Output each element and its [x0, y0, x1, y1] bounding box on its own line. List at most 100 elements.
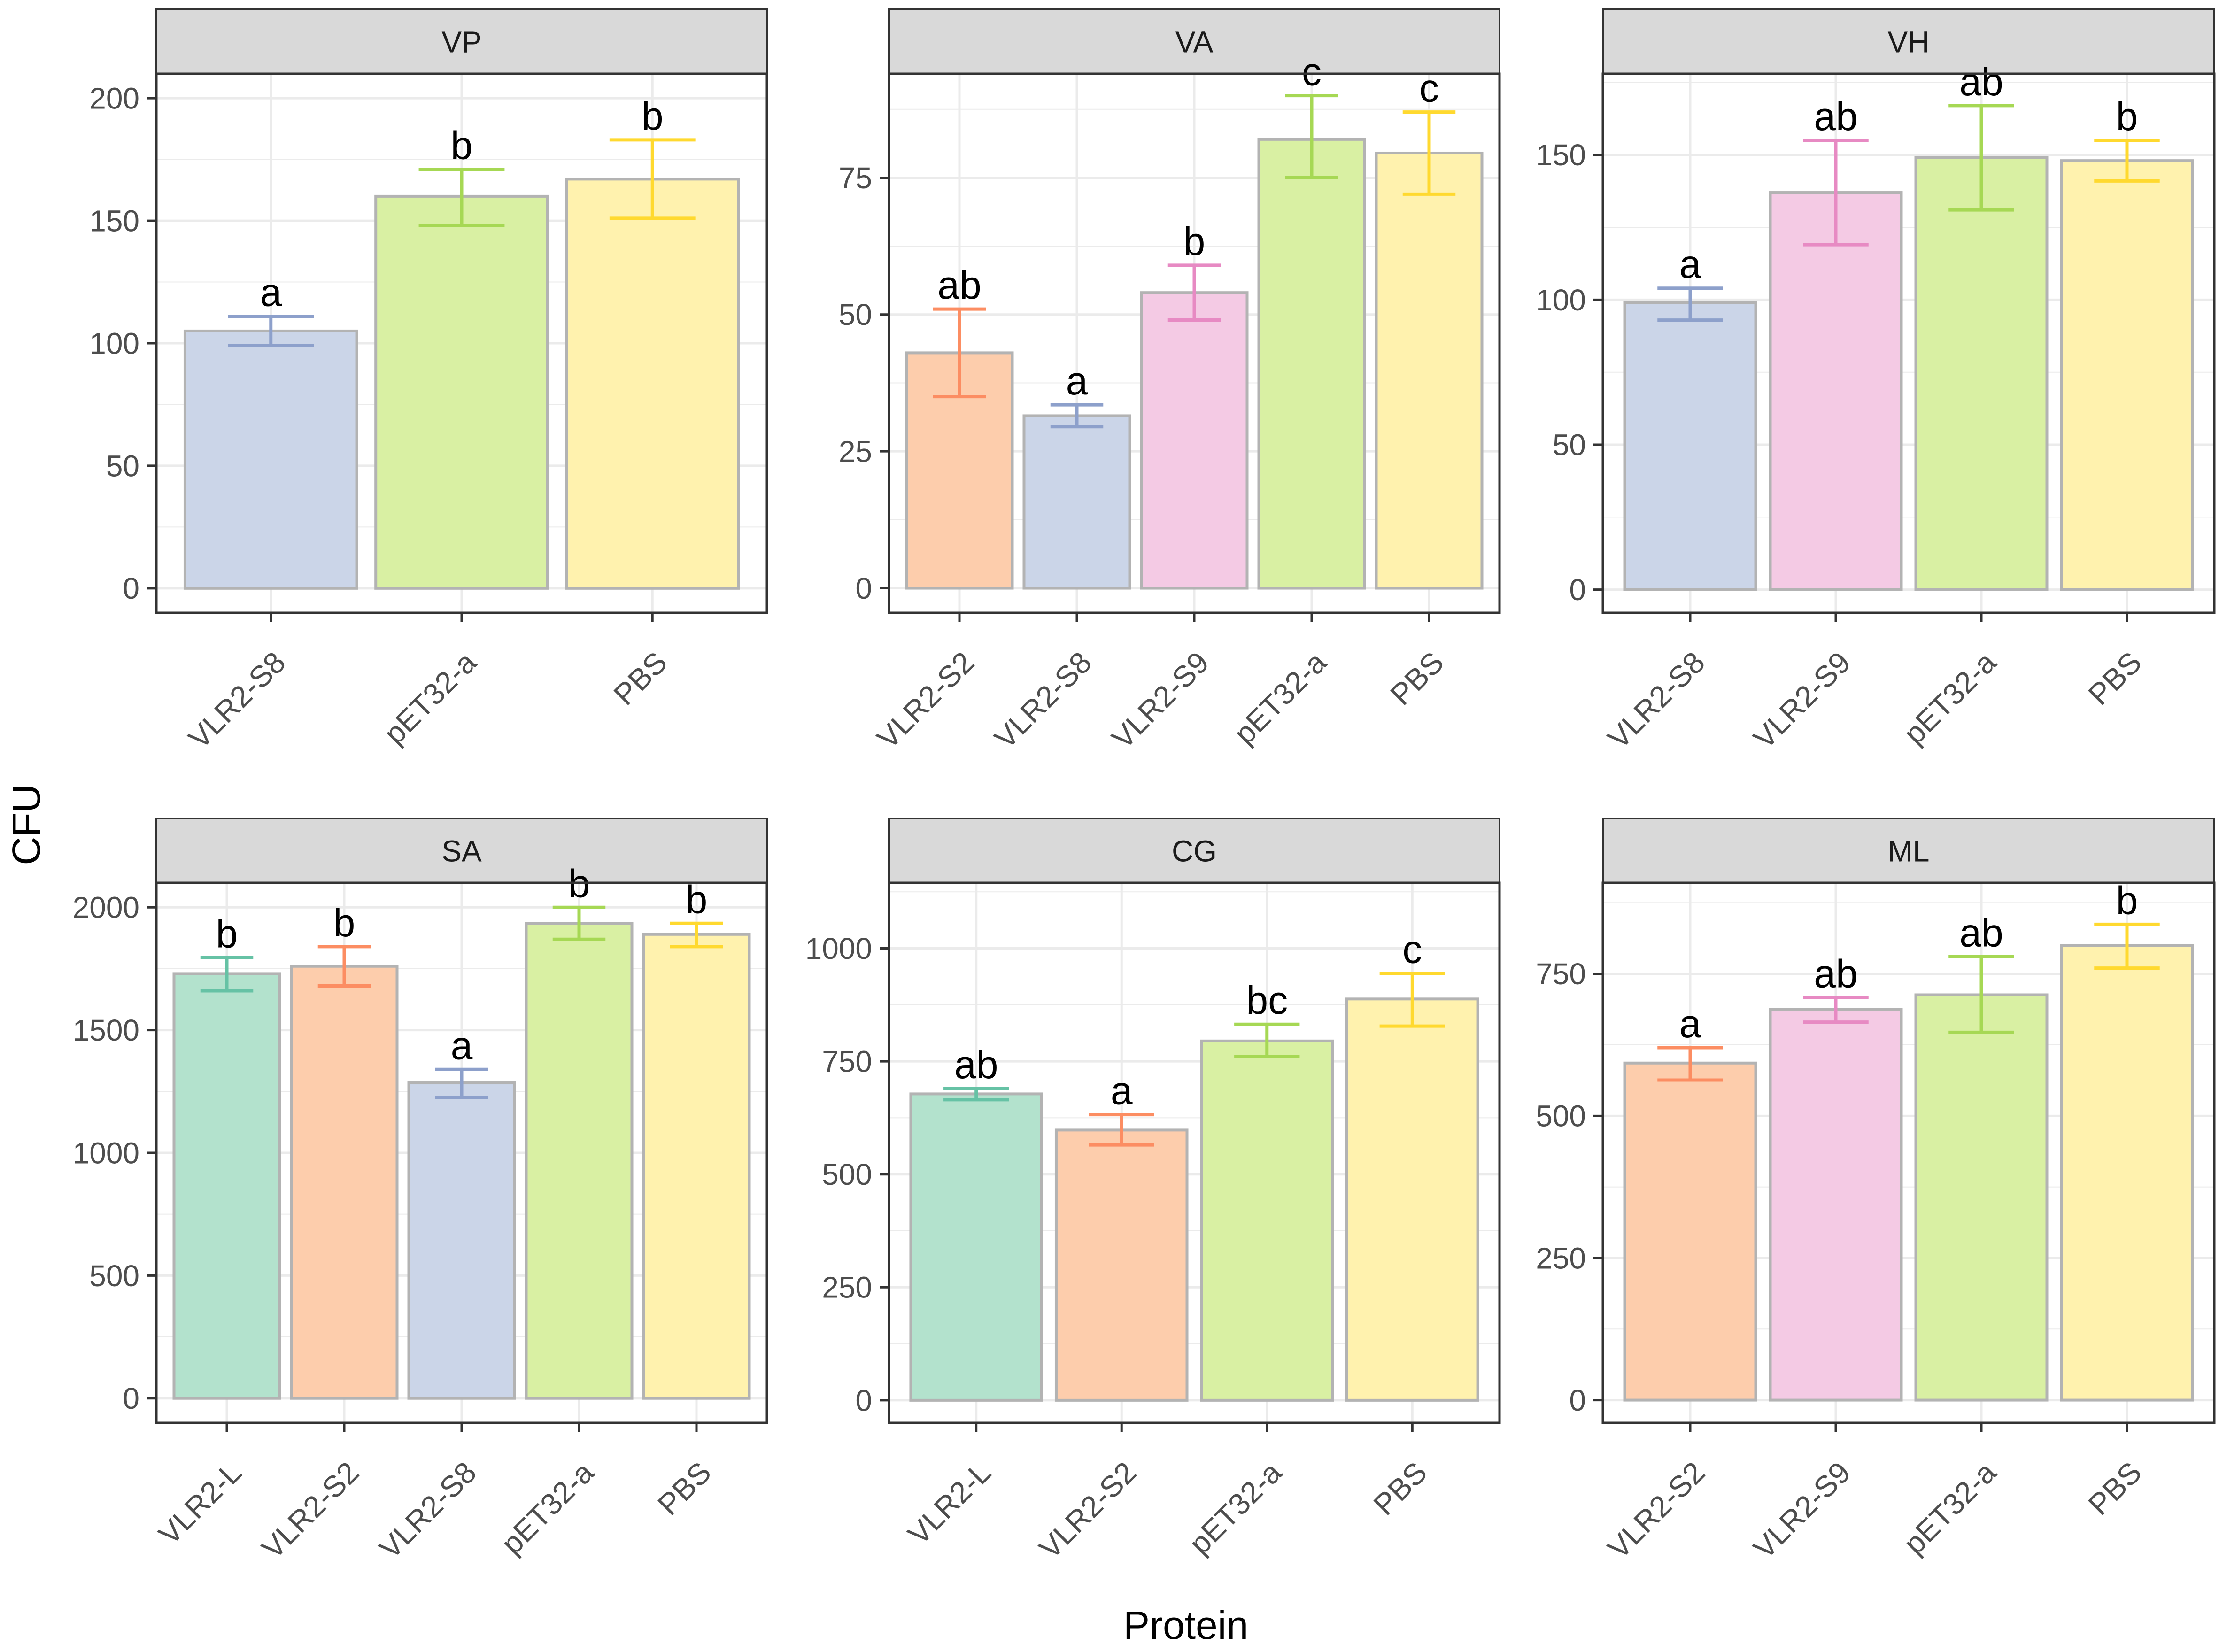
y-tick-label: 100	[1536, 283, 1586, 317]
bar-pet32-a	[1257, 138, 1366, 590]
x-tick-label: VLR2-S8	[988, 645, 1098, 756]
panel-vh: VH a VLR2-S8 ab VLR2-S9 ab pET32-a b PBS 0 50 100 15…	[1536, 8, 2216, 756]
y-axis-title: CFU	[4, 784, 48, 865]
significance-letter: a	[451, 1023, 473, 1067]
bar-vlr2-s2	[1054, 1128, 1189, 1402]
bar-vlr2-s2	[290, 965, 399, 1400]
bar-vlr2-s8	[407, 1081, 516, 1400]
x-tick-label: VLR2-S9	[1747, 1455, 1857, 1566]
y-tick-label: 0	[1569, 573, 1586, 607]
significance-letter: ab	[1959, 911, 2003, 955]
significance-letter: ab	[954, 1042, 998, 1087]
bar-vlr2-s8	[1022, 414, 1131, 590]
y-tick-label: 150	[89, 204, 139, 238]
x-tick-label: VLR2-S9	[1747, 645, 1857, 756]
x-tick-label: PBS	[2081, 1455, 2148, 1521]
bar-pet32-a	[525, 922, 634, 1400]
bar-pet32-a	[1200, 1039, 1334, 1402]
significance-letter: ab	[1814, 94, 1857, 139]
facet-strip-label: VP	[441, 25, 481, 59]
facet-strip	[888, 818, 1500, 884]
y-tick-label: 1000	[805, 932, 872, 965]
bar-pet32-a	[1914, 156, 2049, 591]
y-tick-label: 150	[1536, 138, 1586, 172]
bar-vlr2-s2	[1623, 1061, 1757, 1402]
significance-letter: a	[1111, 1069, 1133, 1113]
x-tick-label: pET32-a	[1183, 1455, 1288, 1561]
y-tick-label: 50	[1553, 428, 1586, 462]
panel-border	[888, 72, 1501, 614]
bar-pet32-a	[374, 194, 549, 590]
bar-vlr2-s8	[1623, 301, 1757, 591]
x-tick-label: PBS	[651, 1455, 717, 1521]
x-tick-label: VLR2-S9	[1105, 645, 1215, 756]
x-tick-label: VLR2-S8	[1601, 645, 1711, 756]
x-tick-label: VLR2-S2	[1601, 1455, 1711, 1566]
y-tick-label: 750	[822, 1045, 872, 1079]
x-tick-label: pET32-a	[1897, 1455, 2003, 1561]
y-tick-label: 100	[89, 326, 139, 360]
significance-letter: ab	[1959, 60, 2003, 104]
y-tick-label: 1500	[73, 1013, 139, 1047]
bar-vlr2-s9	[1769, 1008, 1903, 1402]
facet-strip-label: CG	[1172, 834, 1217, 868]
y-tick-label: 250	[1536, 1241, 1586, 1275]
y-tick-label: 1000	[73, 1136, 139, 1170]
x-axis-title: Protein	[1123, 1603, 1249, 1647]
panel-va: VAabVLR2-S2aVLR2-S8bVLR2-S9cpET32-acPBS0…	[839, 8, 1501, 756]
significance-letter: b	[642, 94, 664, 138]
facet-strip	[1602, 818, 2215, 884]
panel-vp: VP a VLR2-S8 b pET32-a b PBS 0 50 100 150 200	[89, 8, 768, 756]
significance-letter: b	[1183, 219, 1206, 263]
bar-vlr2-s9	[1769, 191, 1903, 591]
significance-letter: b	[686, 877, 708, 921]
x-tick-label: VLR2-S2	[255, 1455, 365, 1566]
bar-vlr2-l	[909, 1092, 1044, 1402]
y-tick-label: 50	[106, 449, 139, 483]
significance-letter: b	[451, 124, 473, 168]
x-tick-label: PBS	[2081, 645, 2148, 711]
significance-letter: b	[2116, 94, 2138, 139]
x-tick-label: pET32-a	[1227, 645, 1333, 751]
y-tick-label: 500	[89, 1259, 139, 1293]
significance-letter: a	[1066, 359, 1088, 403]
facet-strip-label: VA	[1175, 25, 1214, 59]
panel-cg: CG ab VLR2-L a VLR2-S2 bc pET32-a c PBS 0 250 500 75…	[805, 818, 1501, 1566]
y-tick-label: 50	[839, 298, 872, 332]
y-tick-label: 250	[822, 1271, 872, 1305]
bar-pbs	[565, 178, 740, 590]
y-tick-label: 2000	[73, 891, 139, 925]
facet-strip-label: VH	[1888, 25, 1930, 59]
panel-sa: SAbVLR2-LbVLR2-S2aVLR2-S8bpET32-abPBS050…	[73, 818, 768, 1566]
y-tick-label: 0	[123, 1382, 139, 1415]
panel-border	[1601, 72, 2216, 614]
facet-strip	[155, 818, 768, 884]
bar-pbs	[642, 933, 751, 1400]
y-tick-label: 0	[123, 571, 139, 605]
significance-letter: a	[1679, 242, 1701, 286]
facet-strip-label: SA	[441, 834, 482, 868]
x-tick-label: PBS	[1384, 645, 1450, 711]
panel-border	[155, 881, 768, 1424]
y-tick-label: 0	[855, 571, 872, 605]
x-tick-label: VLR2-S8	[182, 645, 292, 756]
x-tick-label: PBS	[607, 645, 673, 711]
bar-pet32-a	[1914, 993, 2049, 1402]
panel-border	[155, 72, 768, 614]
bar-pbs	[2060, 944, 2194, 1402]
x-tick-label: VLR2-S2	[1033, 1455, 1143, 1566]
significance-letter: b	[2116, 878, 2138, 922]
significance-letter: b	[216, 911, 238, 956]
x-tick-label: VLR2-L	[152, 1455, 248, 1551]
significance-letter: b	[333, 901, 356, 945]
significance-letter: bc	[1246, 978, 1288, 1022]
panel-border	[888, 881, 1501, 1424]
significance-letter: ab	[1814, 952, 1857, 996]
x-tick-label: pET32-a	[1897, 645, 2003, 751]
x-tick-label: VLR2-S2	[870, 645, 981, 756]
facet-strip-label: ML	[1888, 834, 1930, 868]
facet-strip	[155, 8, 768, 75]
y-tick-label: 500	[822, 1158, 872, 1191]
